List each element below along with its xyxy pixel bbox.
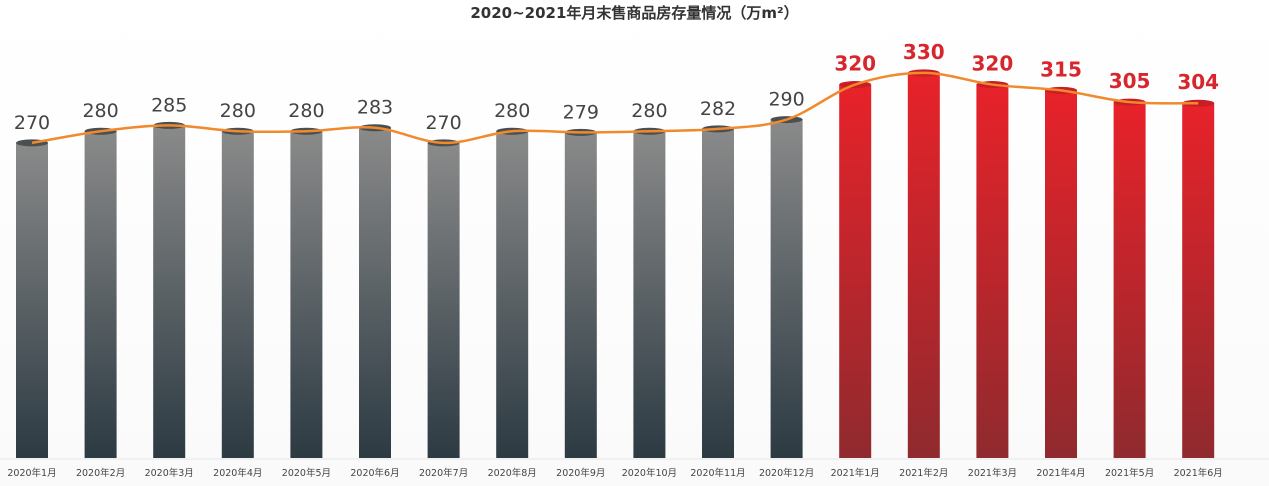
bar [633,131,666,459]
data-label: 280 [494,100,530,122]
x-tick-label: 2021年6月 [1174,467,1223,479]
chart-title: 2020~2021年月末售商品房存量情况（万m²） [470,4,799,22]
bar [16,142,48,458]
data-label: 279 [563,101,599,123]
data-label: 280 [82,100,118,122]
x-tick-label: 2020年10月 [622,467,677,479]
data-label: 270 [425,112,461,134]
x-tick-label: 2020年9月 [556,467,605,479]
bar [907,72,940,458]
data-label: 330 [903,40,945,64]
bar [564,132,597,459]
data-label: 283 [357,97,393,119]
data-label: 320 [972,52,1014,76]
data-label: 270 [14,112,50,134]
bar [496,131,529,459]
x-tick-label: 2021年3月 [968,467,1017,479]
bar [221,131,254,459]
x-tick-label: 2020年3月 [145,467,194,479]
data-label: 290 [768,89,804,111]
bar [770,119,803,458]
data-label: 320 [834,52,876,76]
x-tick-label: 2020年11月 [690,467,745,479]
bar [839,84,872,458]
trend-line [31,71,1199,145]
bar [976,84,1009,458]
x-tick-label: 2020年1月 [7,467,56,479]
data-label: 285 [151,94,187,116]
x-tick-label: 2020年5月 [282,467,331,479]
x-tick-label: 2020年8月 [488,467,537,479]
data-label: 305 [1109,69,1151,93]
x-tick-label: 2020年7月 [419,467,468,479]
bar [290,131,323,459]
bar [702,128,734,458]
bar [427,142,460,458]
data-label: 315 [1040,57,1082,81]
data-label: 280 [288,100,324,122]
x-tick-label: 2020年6月 [350,467,399,479]
bar [1045,90,1077,459]
x-tick-label: 2021年5月 [1105,467,1154,479]
data-label: 304 [1177,70,1219,94]
data-label: 280 [220,100,256,122]
bar [1113,102,1146,458]
data-label: 282 [700,98,736,120]
bar [359,127,391,458]
x-tick-label: 2021年4月 [1036,467,1085,479]
x-tick-label: 2021年1月 [831,467,880,479]
x-tick-label: 2020年2月 [76,467,125,479]
bar [84,131,117,459]
x-tick-label: 2020年4月 [213,467,262,479]
bar [153,125,186,458]
x-tick-label: 2020年12月 [759,467,814,479]
bar [1182,103,1215,459]
x-tick-label: 2021年2月 [899,467,948,479]
data-label: 280 [631,100,667,122]
